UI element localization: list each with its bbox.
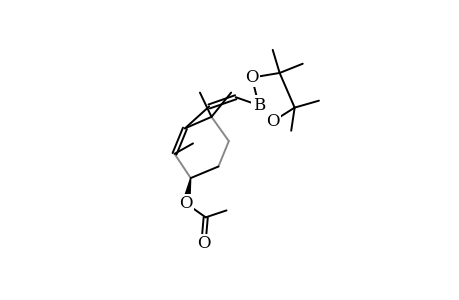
Text: B: B — [252, 97, 264, 114]
Polygon shape — [182, 178, 190, 204]
Text: O: O — [196, 236, 210, 252]
Text: O: O — [179, 195, 192, 212]
Text: O: O — [245, 69, 258, 86]
Text: O: O — [265, 113, 279, 130]
